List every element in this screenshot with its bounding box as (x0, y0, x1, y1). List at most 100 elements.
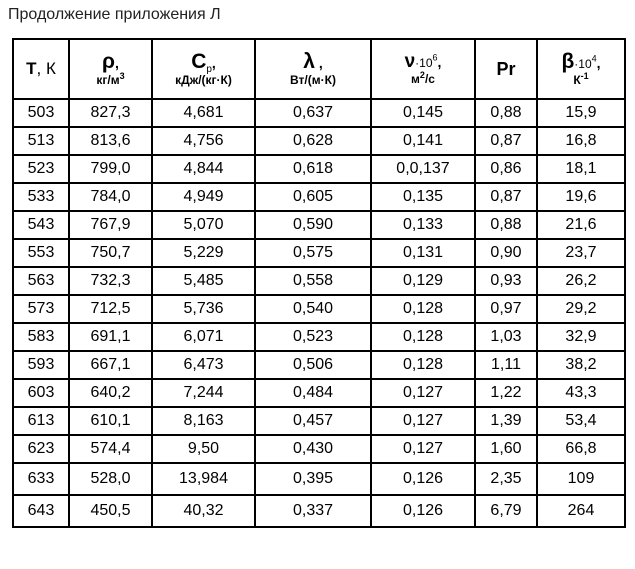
cell-conductivity: 0,484 (254, 378, 372, 408)
cell-density: 450,5 (68, 494, 153, 528)
cell-heat-capacity: 4,844 (151, 154, 256, 184)
table-row: 613 610,1 8,163 0,457 0,127 1,39 53,4 (12, 406, 626, 436)
cell-expansion: 15,9 (536, 98, 626, 128)
cell-expansion: 109 (536, 462, 626, 496)
table-row: 633 528,0 13,984 0,395 0,126 2,35 109 (12, 462, 626, 496)
cell-conductivity: 0,395 (254, 462, 372, 496)
cell-viscosity: 0,126 (370, 462, 476, 496)
cell-viscosity: 0,131 (370, 238, 476, 268)
cell-expansion: 23,7 (536, 238, 626, 268)
cell-expansion: 16,8 (536, 126, 626, 156)
cell-density: 528,0 (68, 462, 153, 496)
cell-density: 784,0 (68, 182, 153, 212)
cell-prandtl: 0,97 (474, 294, 538, 324)
cell-expansion: 29,2 (536, 294, 626, 324)
cell-viscosity: 0,128 (370, 322, 476, 352)
cell-temperature: 573 (12, 294, 70, 324)
cell-expansion: 18,1 (536, 154, 626, 184)
table-row: 593 667,1 6,473 0,506 0,128 1,11 38,2 (12, 350, 626, 380)
cell-expansion: 32,9 (536, 322, 626, 352)
table-row: 603 640,2 7,244 0,484 0,127 1,22 43,3 (12, 378, 626, 408)
cell-temperature: 603 (12, 378, 70, 408)
cell-heat-capacity: 8,163 (151, 406, 256, 436)
cell-conductivity: 0,575 (254, 238, 372, 268)
cell-prandtl: 0,87 (474, 126, 538, 156)
cell-temperature: 593 (12, 350, 70, 380)
table-caption: Продолжение приложения Л (8, 6, 221, 23)
cell-viscosity: 0,129 (370, 266, 476, 296)
cell-density: 827,3 (68, 98, 153, 128)
cell-prandtl: 0,88 (474, 98, 538, 128)
cell-temperature: 563 (12, 266, 70, 296)
cell-heat-capacity: 7,244 (151, 378, 256, 408)
cell-viscosity: 0,127 (370, 378, 476, 408)
cell-prandtl: 1,39 (474, 406, 538, 436)
cell-heat-capacity: 5,736 (151, 294, 256, 324)
cell-viscosity: 0,127 (370, 434, 476, 464)
cell-prandtl: 1,11 (474, 350, 538, 380)
header-viscosity: ν·106, м2/с (370, 38, 476, 100)
cell-temperature: 613 (12, 406, 70, 436)
cell-heat-capacity: 6,473 (151, 350, 256, 380)
cell-density: 813,6 (68, 126, 153, 156)
cell-prandtl: 0,87 (474, 182, 538, 212)
cell-temperature: 643 (12, 494, 70, 528)
header-expansion: β·104, К-1 (536, 38, 626, 100)
cell-conductivity: 0,558 (254, 266, 372, 296)
cell-density: 712,5 (68, 294, 153, 324)
cell-temperature: 513 (12, 126, 70, 156)
cell-heat-capacity: 5,229 (151, 238, 256, 268)
cell-viscosity: 0,127 (370, 406, 476, 436)
cell-expansion: 19,6 (536, 182, 626, 212)
properties-table: T, К ρ, кг/м3 Cр, кДж/(кг·К) λ , Вт/(м·К… (12, 38, 626, 528)
cell-density: 610,1 (68, 406, 153, 436)
cell-prandtl: 0,88 (474, 210, 538, 240)
cell-viscosity: 0,145 (370, 98, 476, 128)
cell-prandtl: 1,22 (474, 378, 538, 408)
cell-density: 691,1 (68, 322, 153, 352)
cell-heat-capacity: 13,984 (151, 462, 256, 496)
cell-expansion: 21,6 (536, 210, 626, 240)
cell-prandtl: 1,60 (474, 434, 538, 464)
table-row: 583 691,1 6,071 0,523 0,128 1,03 32,9 (12, 322, 626, 352)
cell-conductivity: 0,540 (254, 294, 372, 324)
cell-prandtl: 0,86 (474, 154, 538, 184)
cell-viscosity: 0,128 (370, 350, 476, 380)
cell-heat-capacity: 40,32 (151, 494, 256, 528)
cell-density: 750,7 (68, 238, 153, 268)
cell-heat-capacity: 5,485 (151, 266, 256, 296)
cell-conductivity: 0,637 (254, 98, 372, 128)
cell-conductivity: 0,337 (254, 494, 372, 528)
cell-temperature: 553 (12, 238, 70, 268)
table-row: 533 784,0 4,949 0,605 0,135 0,87 19,6 (12, 182, 626, 212)
cell-temperature: 583 (12, 322, 70, 352)
header-prandtl: Pr (474, 38, 538, 100)
cell-viscosity: 0,0,137 (370, 154, 476, 184)
cell-prandtl: 2,35 (474, 462, 538, 496)
cell-heat-capacity: 4,756 (151, 126, 256, 156)
cell-viscosity: 0,135 (370, 182, 476, 212)
cell-density: 640,2 (68, 378, 153, 408)
cell-expansion: 38,2 (536, 350, 626, 380)
table-row: 563 732,3 5,485 0,558 0,129 0,93 26,2 (12, 266, 626, 296)
cell-density: 767,9 (68, 210, 153, 240)
cell-expansion: 66,8 (536, 434, 626, 464)
cell-conductivity: 0,430 (254, 434, 372, 464)
cell-viscosity: 0,141 (370, 126, 476, 156)
cell-viscosity: 0,133 (370, 210, 476, 240)
header-row: T, К ρ, кг/м3 Cр, кДж/(кг·К) λ , Вт/(м·К… (12, 38, 626, 100)
cell-viscosity: 0,126 (370, 494, 476, 528)
cell-temperature: 523 (12, 154, 70, 184)
cell-density: 799,0 (68, 154, 153, 184)
cell-temperature: 533 (12, 182, 70, 212)
cell-heat-capacity: 4,949 (151, 182, 256, 212)
table-row: 513 813,6 4,756 0,628 0,141 0,87 16,8 (12, 126, 626, 156)
table-row: 543 767,9 5,070 0,590 0,133 0,88 21,6 (12, 210, 626, 240)
cell-temperature: 503 (12, 98, 70, 128)
header-heat-capacity: Cр, кДж/(кг·К) (151, 38, 256, 100)
cell-prandtl: 0,90 (474, 238, 538, 268)
header-conductivity: λ , Вт/(м·К) (254, 38, 372, 100)
header-temperature: T, К (12, 38, 70, 100)
cell-expansion: 53,4 (536, 406, 626, 436)
cell-conductivity: 0,628 (254, 126, 372, 156)
